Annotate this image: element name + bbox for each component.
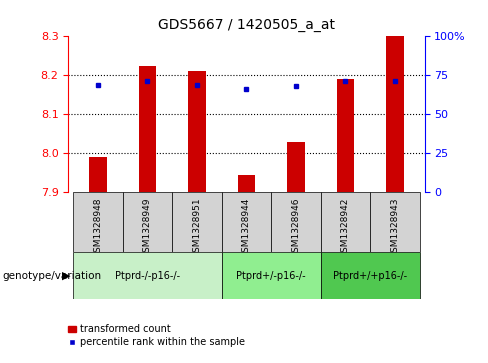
Bar xyxy=(188,72,205,192)
Bar xyxy=(321,252,420,299)
Text: genotype/variation: genotype/variation xyxy=(2,271,102,281)
Text: GSM1328949: GSM1328949 xyxy=(143,197,152,258)
Bar xyxy=(321,192,370,252)
Legend: transformed count, percentile rank within the sample: transformed count, percentile rank withi… xyxy=(68,324,245,347)
Text: Ptprd+/+p16-/-: Ptprd+/+p16-/- xyxy=(333,271,407,281)
Bar xyxy=(337,79,354,192)
Text: Ptprd-/-p16-/-: Ptprd-/-p16-/- xyxy=(115,271,180,281)
Bar xyxy=(238,175,255,192)
Bar xyxy=(172,192,222,252)
Bar xyxy=(73,252,222,299)
Bar xyxy=(222,192,271,252)
Bar xyxy=(73,192,123,252)
Text: GSM1328944: GSM1328944 xyxy=(242,197,251,258)
Bar xyxy=(287,142,305,192)
Text: GSM1328942: GSM1328942 xyxy=(341,197,350,258)
Text: ▶: ▶ xyxy=(62,271,71,281)
Text: GSM1328943: GSM1328943 xyxy=(390,197,399,258)
Bar xyxy=(139,66,156,192)
Bar xyxy=(222,252,321,299)
Bar xyxy=(89,157,107,192)
Text: GSM1328951: GSM1328951 xyxy=(192,197,202,258)
Title: GDS5667 / 1420505_a_at: GDS5667 / 1420505_a_at xyxy=(158,19,335,33)
Text: GSM1328946: GSM1328946 xyxy=(291,197,301,258)
Text: Ptprd+/-p16-/-: Ptprd+/-p16-/- xyxy=(236,271,306,281)
Bar xyxy=(370,192,420,252)
Bar xyxy=(386,36,404,192)
Bar xyxy=(271,192,321,252)
Bar xyxy=(123,192,172,252)
Text: GSM1328948: GSM1328948 xyxy=(94,197,102,258)
